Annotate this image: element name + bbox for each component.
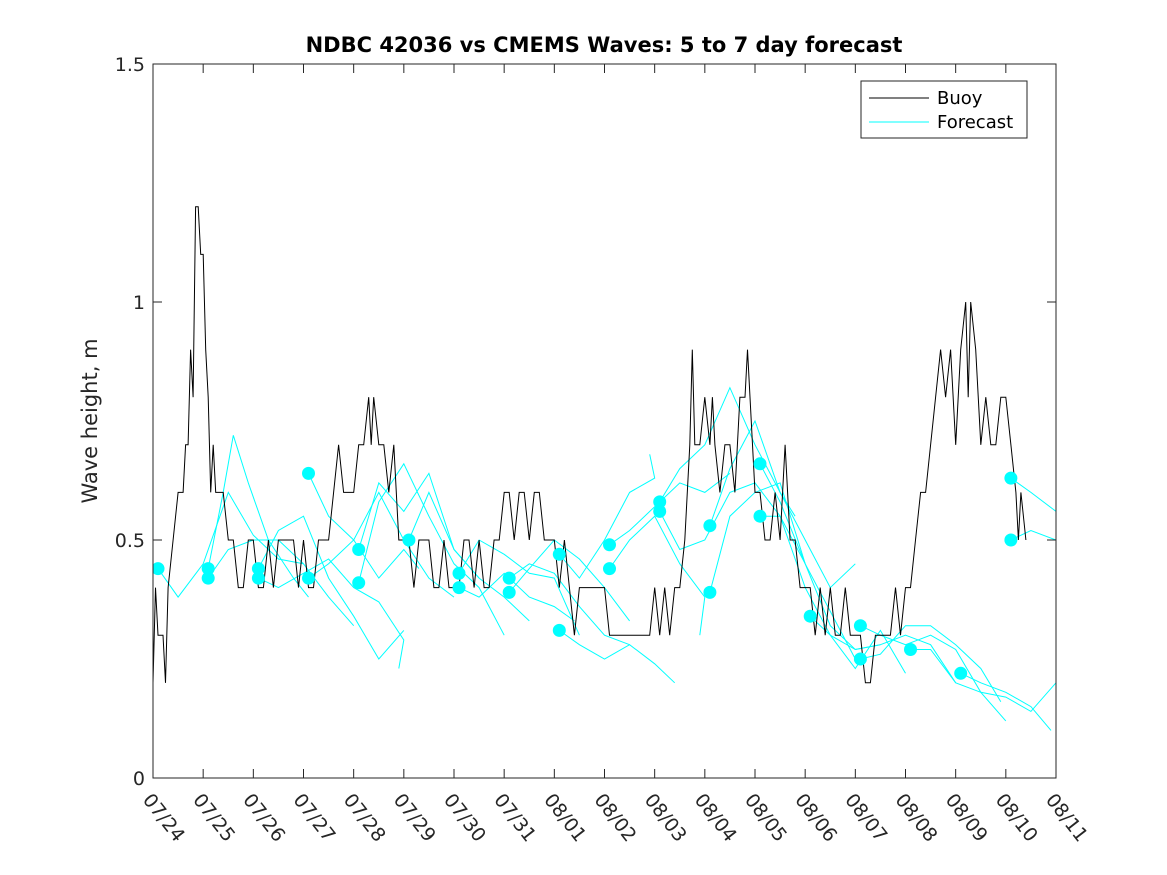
forecast-marker-3 [201, 571, 215, 585]
forecast-marker-9 [352, 576, 366, 590]
buoy-line [153, 206, 1027, 684]
forecast-line-16 [559, 629, 676, 684]
chart-title: NDBC 42036 vs CMEMS Waves: 5 to 7 day fo… [306, 33, 903, 57]
forecast-line-18 [609, 515, 706, 636]
forecast-marker-22 [703, 585, 717, 599]
forecast-line-12 [458, 572, 575, 622]
forecast-line-28 [910, 649, 1056, 713]
forecast-line-29 [960, 672, 1052, 731]
forecast-line-27 [860, 625, 1002, 703]
legend-box [860, 80, 1028, 139]
forecast-line-6 [308, 473, 420, 579]
forecast-marker-8 [352, 543, 366, 556]
forecast-marker-30 [1004, 471, 1018, 485]
y-tick-label: 1 [133, 292, 145, 314]
y-tick-label: 0.5 [115, 530, 145, 552]
forecast-line-7 [308, 491, 455, 598]
forecast-marker-5 [251, 571, 265, 585]
forecast-line-17 [609, 473, 731, 546]
forecast-marker-23 [753, 457, 767, 471]
forecast-marker-14 [502, 585, 516, 599]
forecast-marker-29 [954, 666, 968, 680]
forecast-marker-4 [251, 562, 265, 576]
forecast-line-11 [458, 539, 580, 636]
forecast-marker-11 [452, 566, 466, 580]
plot-clipped-group [153, 206, 1056, 731]
forecast-line-10 [408, 491, 530, 622]
forecast-marker-2 [201, 562, 215, 576]
forecast-marker-31 [1004, 533, 1018, 547]
forecast-line-14 [508, 539, 630, 622]
forecast-marker-7 [302, 571, 315, 585]
forecast-marker-27 [853, 652, 867, 666]
forecast-marker-10 [402, 533, 416, 547]
forecast-marker-12 [452, 581, 466, 595]
forecast-line-31 [1010, 529, 1056, 541]
forecast-line-25 [809, 615, 957, 684]
forecast-marker-24 [753, 509, 767, 523]
forecast-line-22 [709, 482, 856, 660]
forecast-marker-21 [703, 519, 717, 533]
forecast-line-1 [157, 491, 304, 598]
legend-buoy-label: Buoy [937, 88, 983, 109]
forecast-line-4 [257, 515, 405, 660]
forecast-marker-25 [803, 609, 817, 623]
forecast-marker-6 [302, 466, 315, 480]
y-tick-label: 1.5 [115, 54, 145, 76]
forecast-marker-19 [653, 495, 667, 509]
forecast-line-13 [508, 563, 630, 646]
legend-forecast-label: Forecast [937, 112, 1013, 133]
forecast-marker-13 [502, 571, 516, 585]
forecast-line-5 [258, 558, 405, 669]
forecast-marker-20 [653, 504, 667, 518]
forecast-line-15 [558, 454, 656, 579]
forecast-marker-17 [603, 538, 616, 552]
forecast-marker-26 [853, 619, 867, 633]
forecast-marker-15 [552, 547, 566, 561]
forecast-marker-18 [603, 562, 616, 576]
forecast-marker-16 [552, 623, 566, 637]
forecast-line-30 [1010, 477, 1056, 512]
y-tick-label: 0 [133, 768, 145, 790]
forecast-line-9 [358, 462, 505, 636]
forecast-marker-28 [904, 643, 917, 656]
forecast-marker-1 [153, 562, 165, 576]
legend: Buoy Forecast [860, 80, 1028, 139]
plot-area [153, 206, 1056, 731]
y-axis-label: Wave height, m [78, 338, 102, 503]
